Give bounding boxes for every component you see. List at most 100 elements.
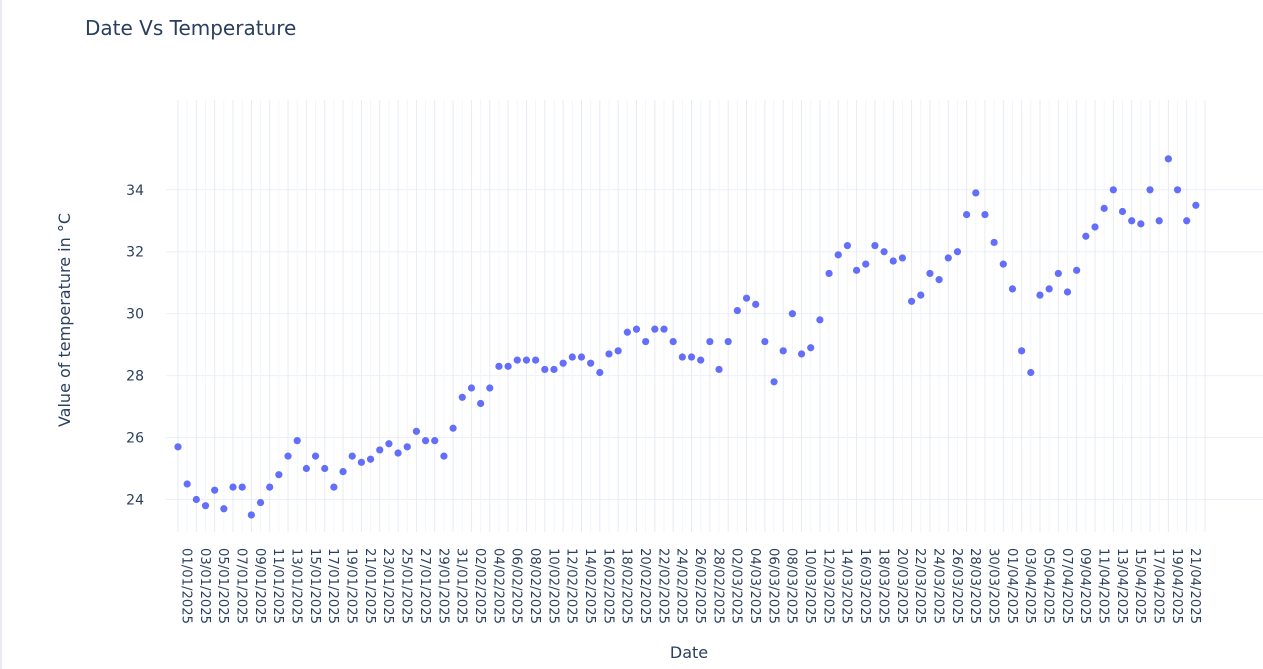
- data-point[interactable]: [1018, 347, 1026, 355]
- data-point[interactable]: [467, 384, 476, 392]
- data-point[interactable]: [935, 276, 943, 284]
- data-point[interactable]: [275, 471, 283, 479]
- data-point[interactable]: [1045, 285, 1053, 293]
- data-point[interactable]: [999, 260, 1007, 268]
- data-point[interactable]: [348, 452, 356, 460]
- data-point[interactable]: [953, 248, 962, 256]
- data-point[interactable]: [211, 486, 219, 494]
- data-point[interactable]: [1036, 291, 1044, 299]
- data-point[interactable]: [504, 362, 512, 370]
- data-point[interactable]: [1183, 217, 1191, 225]
- data-point[interactable]: [605, 350, 613, 358]
- data-point[interactable]: [1073, 266, 1081, 274]
- data-point[interactable]: [321, 464, 329, 473]
- data-point[interactable]: [642, 337, 650, 346]
- data-point[interactable]: [284, 452, 292, 460]
- data-point[interactable]: [256, 498, 265, 507]
- data-point[interactable]: [522, 356, 531, 364]
- data-point[interactable]: [431, 437, 439, 445]
- data-point[interactable]: [1118, 207, 1127, 216]
- data-point[interactable]: [651, 325, 659, 333]
- data-point[interactable]: [715, 365, 723, 374]
- data-point[interactable]: [807, 344, 815, 352]
- data-point[interactable]: [366, 455, 375, 463]
- data-point[interactable]: [1164, 155, 1172, 163]
- data-point[interactable]: [559, 359, 567, 367]
- data-point[interactable]: [568, 353, 576, 361]
- data-point[interactable]: [1082, 232, 1090, 240]
- data-point[interactable]: [678, 353, 686, 361]
- data-point[interactable]: [623, 328, 631, 336]
- data-point[interactable]: [779, 347, 787, 355]
- data-point[interactable]: [852, 266, 861, 274]
- data-point[interactable]: [183, 480, 191, 488]
- data-point[interactable]: [220, 505, 228, 513]
- data-point[interactable]: [898, 254, 907, 262]
- data-point[interactable]: [229, 483, 237, 491]
- data-point[interactable]: [293, 437, 301, 445]
- data-point[interactable]: [632, 325, 641, 333]
- data-point[interactable]: [339, 468, 347, 476]
- data-point[interactable]: [889, 257, 897, 265]
- data-point[interactable]: [1054, 269, 1062, 278]
- data-point[interactable]: [1128, 217, 1136, 225]
- data-point[interactable]: [963, 210, 971, 219]
- data-point[interactable]: [1192, 201, 1200, 209]
- data-point[interactable]: [302, 464, 310, 473]
- data-point[interactable]: [477, 399, 485, 408]
- data-point[interactable]: [596, 368, 604, 377]
- data-point[interactable]: [403, 443, 411, 451]
- data-point[interactable]: [1100, 204, 1108, 212]
- data-point[interactable]: [266, 483, 274, 491]
- data-point[interactable]: [458, 393, 466, 401]
- data-point[interactable]: [449, 424, 457, 432]
- data-point[interactable]: [1137, 220, 1145, 228]
- data-point[interactable]: [587, 359, 595, 367]
- data-point[interactable]: [843, 241, 852, 250]
- data-point[interactable]: [761, 337, 769, 346]
- data-point[interactable]: [385, 440, 393, 448]
- data-point[interactable]: [1146, 186, 1154, 194]
- data-point[interactable]: [440, 452, 448, 460]
- data-point[interactable]: [532, 356, 540, 364]
- data-point[interactable]: [486, 384, 494, 392]
- data-point[interactable]: [880, 248, 888, 256]
- data-point[interactable]: [990, 238, 998, 247]
- data-point[interactable]: [825, 269, 833, 278]
- data-point[interactable]: [1091, 223, 1099, 231]
- data-point[interactable]: [1109, 186, 1117, 194]
- data-point[interactable]: [972, 189, 980, 197]
- data-point[interactable]: [577, 353, 586, 361]
- data-point[interactable]: [1173, 186, 1182, 194]
- data-point[interactable]: [330, 483, 338, 491]
- data-point[interactable]: [733, 306, 741, 315]
- data-point[interactable]: [421, 437, 430, 445]
- data-point[interactable]: [742, 294, 751, 302]
- data-point[interactable]: [752, 300, 760, 308]
- data-point[interactable]: [908, 297, 916, 305]
- data-point[interactable]: [871, 241, 879, 250]
- data-point[interactable]: [706, 337, 714, 346]
- data-point[interactable]: [917, 291, 925, 299]
- data-point[interactable]: [550, 365, 558, 374]
- data-point[interactable]: [1063, 288, 1072, 296]
- data-point[interactable]: [192, 495, 200, 504]
- data-point[interactable]: [797, 350, 806, 358]
- data-point[interactable]: [238, 483, 246, 491]
- data-point[interactable]: [816, 316, 824, 324]
- data-point[interactable]: [247, 511, 255, 519]
- data-point[interactable]: [770, 378, 778, 386]
- data-point[interactable]: [697, 356, 705, 364]
- data-point[interactable]: [660, 325, 668, 333]
- data-point[interactable]: [926, 269, 934, 278]
- data-point[interactable]: [981, 210, 989, 219]
- data-point[interactable]: [669, 337, 677, 346]
- data-point[interactable]: [944, 254, 952, 262]
- data-point[interactable]: [541, 365, 549, 374]
- data-point[interactable]: [412, 427, 421, 435]
- data-point[interactable]: [311, 452, 320, 460]
- data-point[interactable]: [862, 260, 870, 268]
- data-point[interactable]: [174, 443, 182, 451]
- data-point[interactable]: [394, 449, 402, 457]
- data-point[interactable]: [1008, 285, 1017, 293]
